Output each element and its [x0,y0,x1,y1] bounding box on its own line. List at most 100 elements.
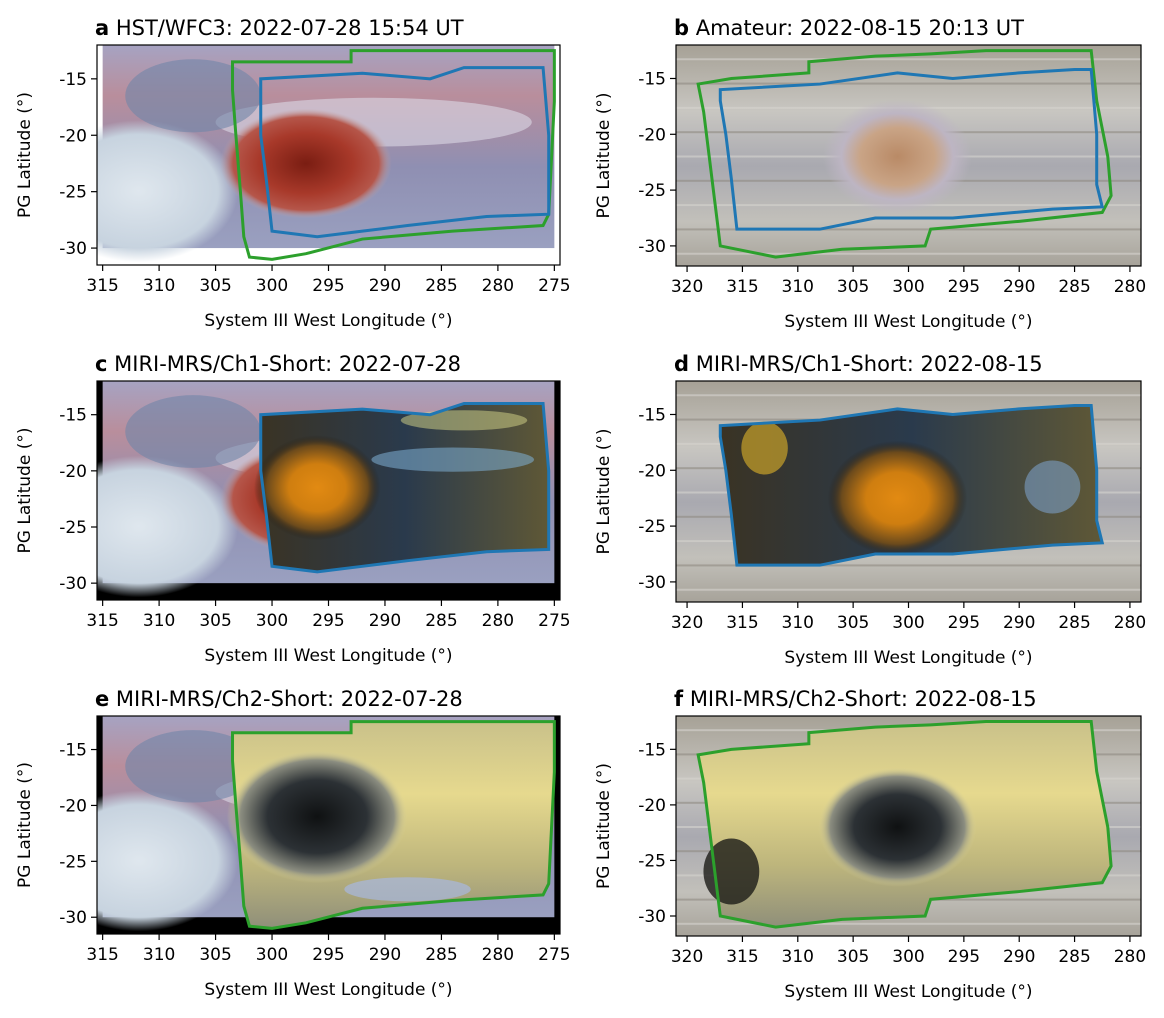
x-tick-label: 295 [948,613,980,633]
panel-title-text: MIRI-MRS/Ch2-Short: 2022-07-28 [109,687,463,711]
y-axis-label: PG Latitude (°) [15,428,35,554]
panel-title-text: Amateur: 2022-08-15 20:13 UT [689,16,1024,40]
y-axis-label: PG Latitude (°) [594,763,614,889]
panel-letter: f [674,687,684,711]
panel-title-text: MIRI-MRS/Ch1-Short: 2022-07-28 [107,352,461,376]
x-tick-label: 290 [1003,947,1035,967]
panel-title-text: HST/WFC3: 2022-07-28 15:54 UT [109,16,464,40]
x-tick-label: 280 [482,276,514,296]
x-tick-label: 305 [199,945,231,965]
y-tick-label: -25 [59,183,87,203]
x-tick-label: 305 [837,277,869,297]
x-tick-label: 315 [726,613,758,633]
x-tick-label: 280 [1114,277,1146,297]
y-tick-label: -30 [638,573,666,593]
panel-image [97,381,555,598]
x-axis-label: System III West Longitude (°) [204,646,452,666]
panel-title: a HST/WFC3: 2022-07-28 15:54 UT [95,16,464,40]
y-tick-label: -15 [59,741,87,761]
panel-b: 320 315 310 305 300 295 290 285 280 -15 -20 -25 -30 S… [594,16,1146,332]
panel-title-text: MIRI-MRS/Ch2-Short: 2022-08-15 [683,687,1037,711]
x-tick-label: 280 [482,945,514,965]
x-tick-label: 315 [86,945,118,965]
panel-title: d MIRI-MRS/Ch1-Short: 2022-08-15 [674,352,1043,376]
y-axis-label: PG Latitude (°) [594,93,614,219]
panel-letter: c [95,352,107,376]
y-tick-label: -30 [59,239,87,259]
x-tick-label: 290 [1003,277,1035,297]
ch1-footprint-outline [718,404,1105,567]
x-tick-label: 285 [425,276,457,296]
y-tick-label: -15 [59,406,87,426]
x-tick-label: 285 [1058,277,1090,297]
y-tick-label: -20 [59,796,87,816]
x-tick-label: 275 [538,276,570,296]
x-tick-label: 310 [782,613,814,633]
x-tick-label: 285 [1058,947,1090,967]
x-axis-label: System III West Longitude (°) [204,980,452,1000]
x-tick-label: 315 [86,276,118,296]
panel-letter: e [95,687,109,711]
x-axis-label: System III West Longitude (°) [784,312,1032,332]
y-axis-label: PG Latitude (°) [594,429,614,555]
x-tick-label: 295 [312,276,344,296]
x-tick-label: 315 [726,947,758,967]
panel-f: 320 315 310 305 300 295 290 285 280 -15 -20 -25 -30 S… [594,687,1146,1002]
ch2-footprint-outline [231,49,556,261]
panel-title: f MIRI-MRS/Ch2-Short: 2022-08-15 [674,687,1037,711]
y-tick-label: -30 [638,237,666,257]
y-tick-label: -20 [59,126,87,146]
x-tick-label: 310 [143,945,175,965]
x-axis-label: System III West Longitude (°) [204,311,452,331]
x-axis-label: System III West Longitude (°) [784,982,1032,1002]
ch1-footprint-outline [259,66,551,239]
x-tick-label: 300 [256,276,288,296]
y-tick-label: -25 [638,851,666,871]
x-axis-label: System III West Longitude (°) [784,648,1032,668]
x-tick-label: 305 [837,947,869,967]
x-tick-label: 295 [948,277,980,297]
panel-a: 315 310 305 300 295 290 285 280 275 -15 -20 -25 -30 S… [15,16,571,331]
panel-d: 320 315 310 305 300 295 290 285 280 -15 -20 -25 -30 S… [594,352,1146,668]
x-tick-label: 295 [312,945,344,965]
panel-letter: d [674,352,689,376]
panel-letter: b [674,16,689,40]
x-tick-label: 300 [256,945,288,965]
panel-image [676,381,1141,602]
x-tick-label: 290 [1003,613,1035,633]
y-tick-label: -20 [638,461,666,481]
x-tick-label: 290 [369,945,401,965]
panel-e: 315 310 305 300 295 290 285 280 275 -15 -20 -25 -30 S… [15,687,571,1000]
x-tick-label: 320 [671,277,703,297]
x-tick-label: 290 [369,276,401,296]
x-tick-label: 280 [482,611,514,631]
x-tick-label: 280 [1114,613,1146,633]
y-tick-label: -25 [638,181,666,201]
x-tick-label: 280 [1114,947,1146,967]
y-tick-label: -20 [638,125,666,145]
panel-image [97,716,555,932]
x-tick-label: 295 [948,947,980,967]
panel-letter: a [95,16,109,40]
x-tick-label: 315 [726,277,758,297]
panel-title: e MIRI-MRS/Ch2-Short: 2022-07-28 [95,687,463,711]
x-tick-label: 305 [199,611,231,631]
x-tick-label: 310 [143,611,175,631]
x-tick-label: 285 [1058,613,1090,633]
x-tick-label: 300 [256,611,288,631]
y-axis-label: PG Latitude (°) [15,92,35,218]
y-tick-label: -30 [59,574,87,594]
y-tick-label: -15 [59,70,87,90]
x-tick-label: 305 [199,276,231,296]
y-tick-label: -25 [638,517,666,537]
y-tick-label: -30 [638,907,666,927]
x-tick-label: 310 [143,276,175,296]
x-tick-label: 275 [538,611,570,631]
y-tick-label: -25 [59,518,87,538]
panel-image [97,45,555,263]
ch2-footprint-outline [231,720,556,930]
x-tick-label: 320 [671,947,703,967]
y-tick-label: -15 [638,69,666,89]
ch1-footprint-outline [259,401,551,574]
x-tick-label: 300 [892,613,924,633]
